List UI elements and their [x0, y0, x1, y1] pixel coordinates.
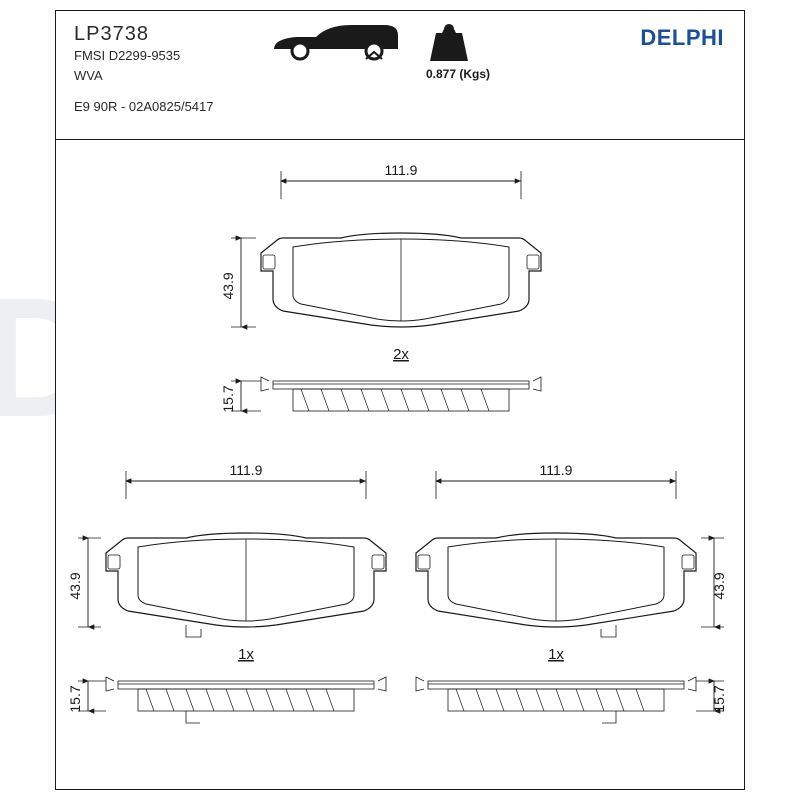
wva-line: WVA: [74, 66, 726, 86]
bottom-right-group: 111.9 43.9 1x: [416, 462, 727, 663]
drawing-frame: DELPHI LP3738 FMSI D2299-9535 WVA E9 90R…: [55, 10, 745, 790]
bl-side-group: 15.7: [67, 677, 386, 723]
br-height-dim: 43.9: [711, 572, 727, 599]
weight-icon: [426, 23, 472, 63]
weight-value: 0.877 (Kgs): [426, 67, 490, 81]
bl-width-dim: 111.9: [230, 462, 263, 478]
top-view-group: 111.9 43.9 2x: [220, 162, 541, 363]
weight-unit: (Kgs): [459, 67, 490, 81]
top-qty: 2x: [393, 346, 409, 363]
header-divider: [56, 139, 744, 140]
fmsi-value: D2299-9535: [109, 48, 181, 63]
bl-thickness-dim: 15.7: [67, 685, 83, 712]
top-pad-side: [261, 377, 541, 411]
bl-height-dim: 43.9: [67, 572, 83, 599]
bottom-left-group: 111.9 43.9 1x: [67, 462, 386, 663]
bl-qty: 1x: [238, 646, 254, 663]
diagram-area: 111.9 43.9 2x 15.7: [56, 141, 744, 789]
br-thickness-dim: 15.7: [711, 685, 727, 712]
br-width-dim: 111.9: [540, 462, 573, 478]
top-width-dim: 111.9: [385, 162, 418, 178]
car-rear-axle-icon: [266, 19, 406, 63]
top-pad-face: [261, 233, 541, 327]
weight-block: 0.877 (Kgs): [426, 23, 490, 81]
top-side-group: 15.7: [220, 377, 541, 413]
bl-pad-side: [106, 677, 386, 711]
br-pad-face: [416, 533, 696, 627]
brand-logo: DELPHI: [640, 25, 724, 51]
br-side-group: 15.7: [416, 677, 727, 723]
fmsi-label: FMSI: [74, 48, 105, 63]
certification: E9 90R - 02A0825/5417: [74, 99, 726, 114]
br-pad-side: [416, 677, 696, 711]
weight-kgs: 0.877: [426, 67, 456, 81]
top-thickness-dim: 15.7: [220, 385, 236, 412]
top-height-dim: 43.9: [220, 272, 236, 299]
br-qty: 1x: [548, 646, 564, 663]
bl-pad-face: [106, 533, 386, 627]
